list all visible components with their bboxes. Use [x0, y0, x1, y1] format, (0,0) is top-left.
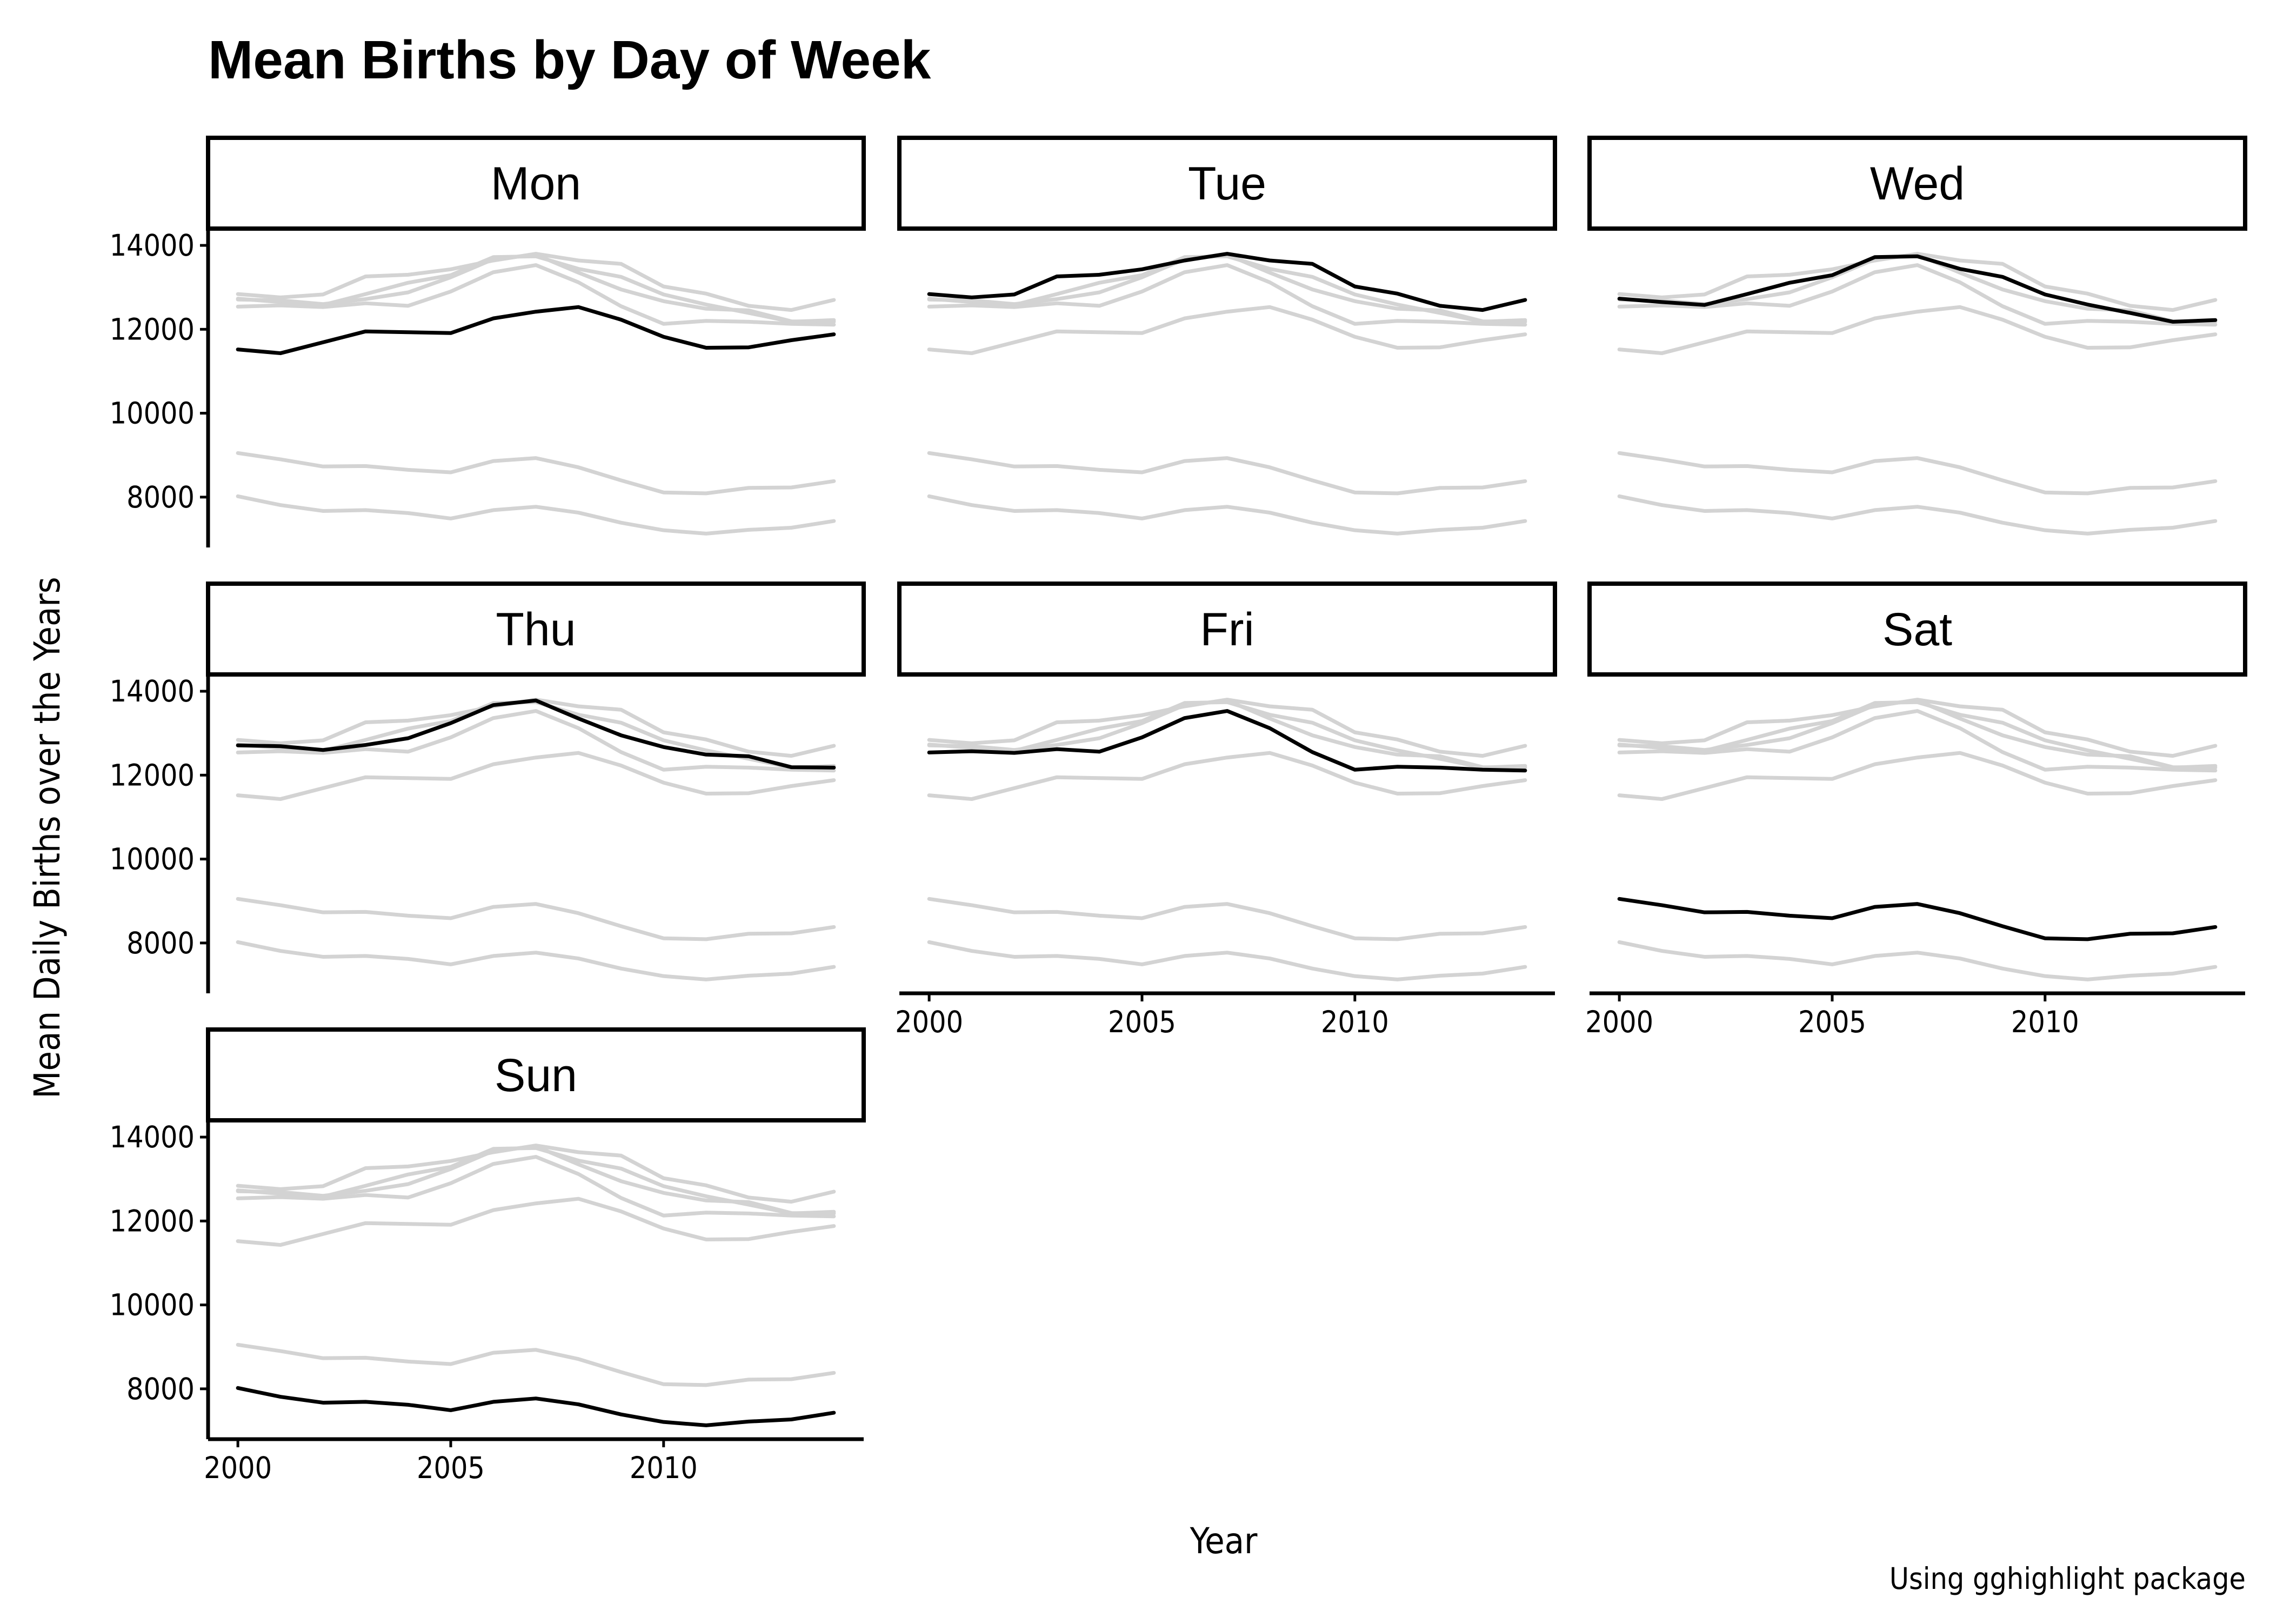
series-line-fri-background [1617, 709, 2218, 773]
x-tick-label: 2000 [204, 1451, 272, 1485]
series-line-sun-background [236, 940, 836, 981]
series-line-sun-background [1617, 940, 2218, 981]
x-tick-label: 2000 [1585, 1005, 1653, 1039]
series-line-thu-highlighted [236, 698, 836, 770]
series-line-tue-background [1617, 698, 2218, 758]
series-line-mon-background [236, 1197, 836, 1247]
y-tick-label: 8000 [126, 926, 195, 960]
y-tick-label: 14000 [110, 228, 195, 263]
x-tick-label: 2010 [2011, 1005, 2079, 1039]
facet-strip-label-sun: Sun [495, 1050, 577, 1101]
series-line-thu-background [236, 1144, 836, 1215]
facet-panel-mon: Mon 8000 10000 12000 14000 [110, 136, 866, 547]
series-line-tue-background [236, 698, 836, 758]
series-line-mon-background [1617, 751, 2218, 801]
series-line-tue-background [236, 252, 836, 312]
facet-strip-sat [1587, 582, 2247, 677]
series-line-fri-background [236, 709, 836, 773]
series-line-fri-background [236, 263, 836, 327]
x-tick-label: 2005 [1798, 1005, 1866, 1039]
series-line-thu-background [1617, 698, 2218, 770]
series-line-fri-background [1617, 263, 2218, 327]
facet-panels: Mon 8000 10000 12000 14000 Tue Wed Thu 8000 10000… [110, 136, 2247, 1485]
series-line-thu-background [236, 252, 836, 324]
series-line-mon-background [1617, 305, 2218, 356]
series-line-sat-background [236, 451, 836, 496]
x-tick-label: 2005 [1108, 1005, 1176, 1039]
y-tick-label: 10000 [110, 842, 195, 877]
x-tick-label: 2010 [630, 1451, 698, 1485]
series-line-thu-background [927, 698, 1527, 770]
y-tick-label: 12000 [110, 1204, 195, 1238]
y-tick-label: 10000 [110, 1288, 195, 1322]
x-tick-label: 2010 [1321, 1005, 1389, 1039]
series-line-fri-background [236, 1155, 836, 1219]
x-tick-label: 2000 [895, 1005, 963, 1039]
series-line-fri-highlighted [927, 709, 1527, 773]
facet-panel-tue: Tue [897, 136, 1557, 536]
series-line-tue-highlighted [927, 252, 1527, 312]
series-line-sat-background [1617, 451, 2218, 496]
chart-title: Mean Births by Day of Week [208, 30, 931, 90]
facet-strip-thu [206, 582, 866, 677]
facet-strip-fri [897, 582, 1557, 677]
series-line-sun-background [927, 940, 1527, 981]
facet-panel-thu: Thu 8000 10000 12000 14000 [110, 582, 866, 993]
x-tick-label: 2005 [417, 1451, 485, 1485]
series-line-sun-highlighted [236, 1386, 836, 1427]
facet-strip-label-tue: Tue [1188, 158, 1266, 210]
series-line-sat-background [927, 897, 1527, 941]
y-tick-label: 14000 [110, 1120, 195, 1154]
series-line-sat-background [236, 897, 836, 941]
series-line-wed-highlighted [1617, 254, 2218, 324]
series-line-sat-background [236, 1342, 836, 1387]
facet-panel-wed: Wed [1587, 136, 2247, 536]
facet-strip-mon [206, 136, 866, 231]
facet-strip-sun [206, 1027, 866, 1122]
facet-strip-label-thu: Thu [496, 604, 576, 656]
y-axis-title: Mean Daily Births over the Years [26, 577, 68, 1098]
series-line-sat-highlighted [1617, 897, 2218, 941]
y-tick-label: 14000 [110, 674, 195, 709]
series-line-mon-highlighted [236, 305, 836, 356]
series-line-tue-background [236, 1144, 836, 1204]
facet-panel-fri: Fri 2000 2005 2010 [895, 582, 1557, 1039]
y-tick-label: 12000 [110, 758, 195, 792]
series-line-sat-background [927, 451, 1527, 496]
y-tick-label: 10000 [110, 396, 195, 431]
y-tick-label: 8000 [126, 1372, 195, 1406]
chart-caption: Using gghighlight package [1890, 1561, 2246, 1596]
facet-strip-label-mon: Mon [491, 158, 581, 210]
facet-panel-sun: Sun 8000 10000 12000 14000 2000 2005 2010 [110, 1027, 866, 1485]
facet-strip-label-wed: Wed [1870, 158, 1965, 210]
y-tick-label: 8000 [126, 480, 195, 514]
series-line-sun-background [236, 494, 836, 536]
series-line-mon-background [236, 751, 836, 801]
y-tick-label: 12000 [110, 312, 195, 346]
x-axis-title: Year [1190, 1520, 1258, 1562]
series-line-sun-background [1617, 494, 2218, 536]
facet-strip-wed [1587, 136, 2247, 231]
series-line-sun-background [927, 494, 1527, 536]
series-line-tue-background [1617, 252, 2218, 312]
facet-strip-tue [897, 136, 1557, 231]
facet-panel-sat: Sat 2000 2005 2010 [1585, 582, 2247, 1039]
facet-strip-label-sat: Sat [1882, 604, 1952, 656]
series-line-mon-background [927, 305, 1527, 356]
series-line-fri-background [927, 263, 1527, 327]
series-line-mon-background [927, 751, 1527, 801]
series-line-tue-background [927, 698, 1527, 758]
facet-strip-label-fri: Fri [1200, 604, 1254, 656]
